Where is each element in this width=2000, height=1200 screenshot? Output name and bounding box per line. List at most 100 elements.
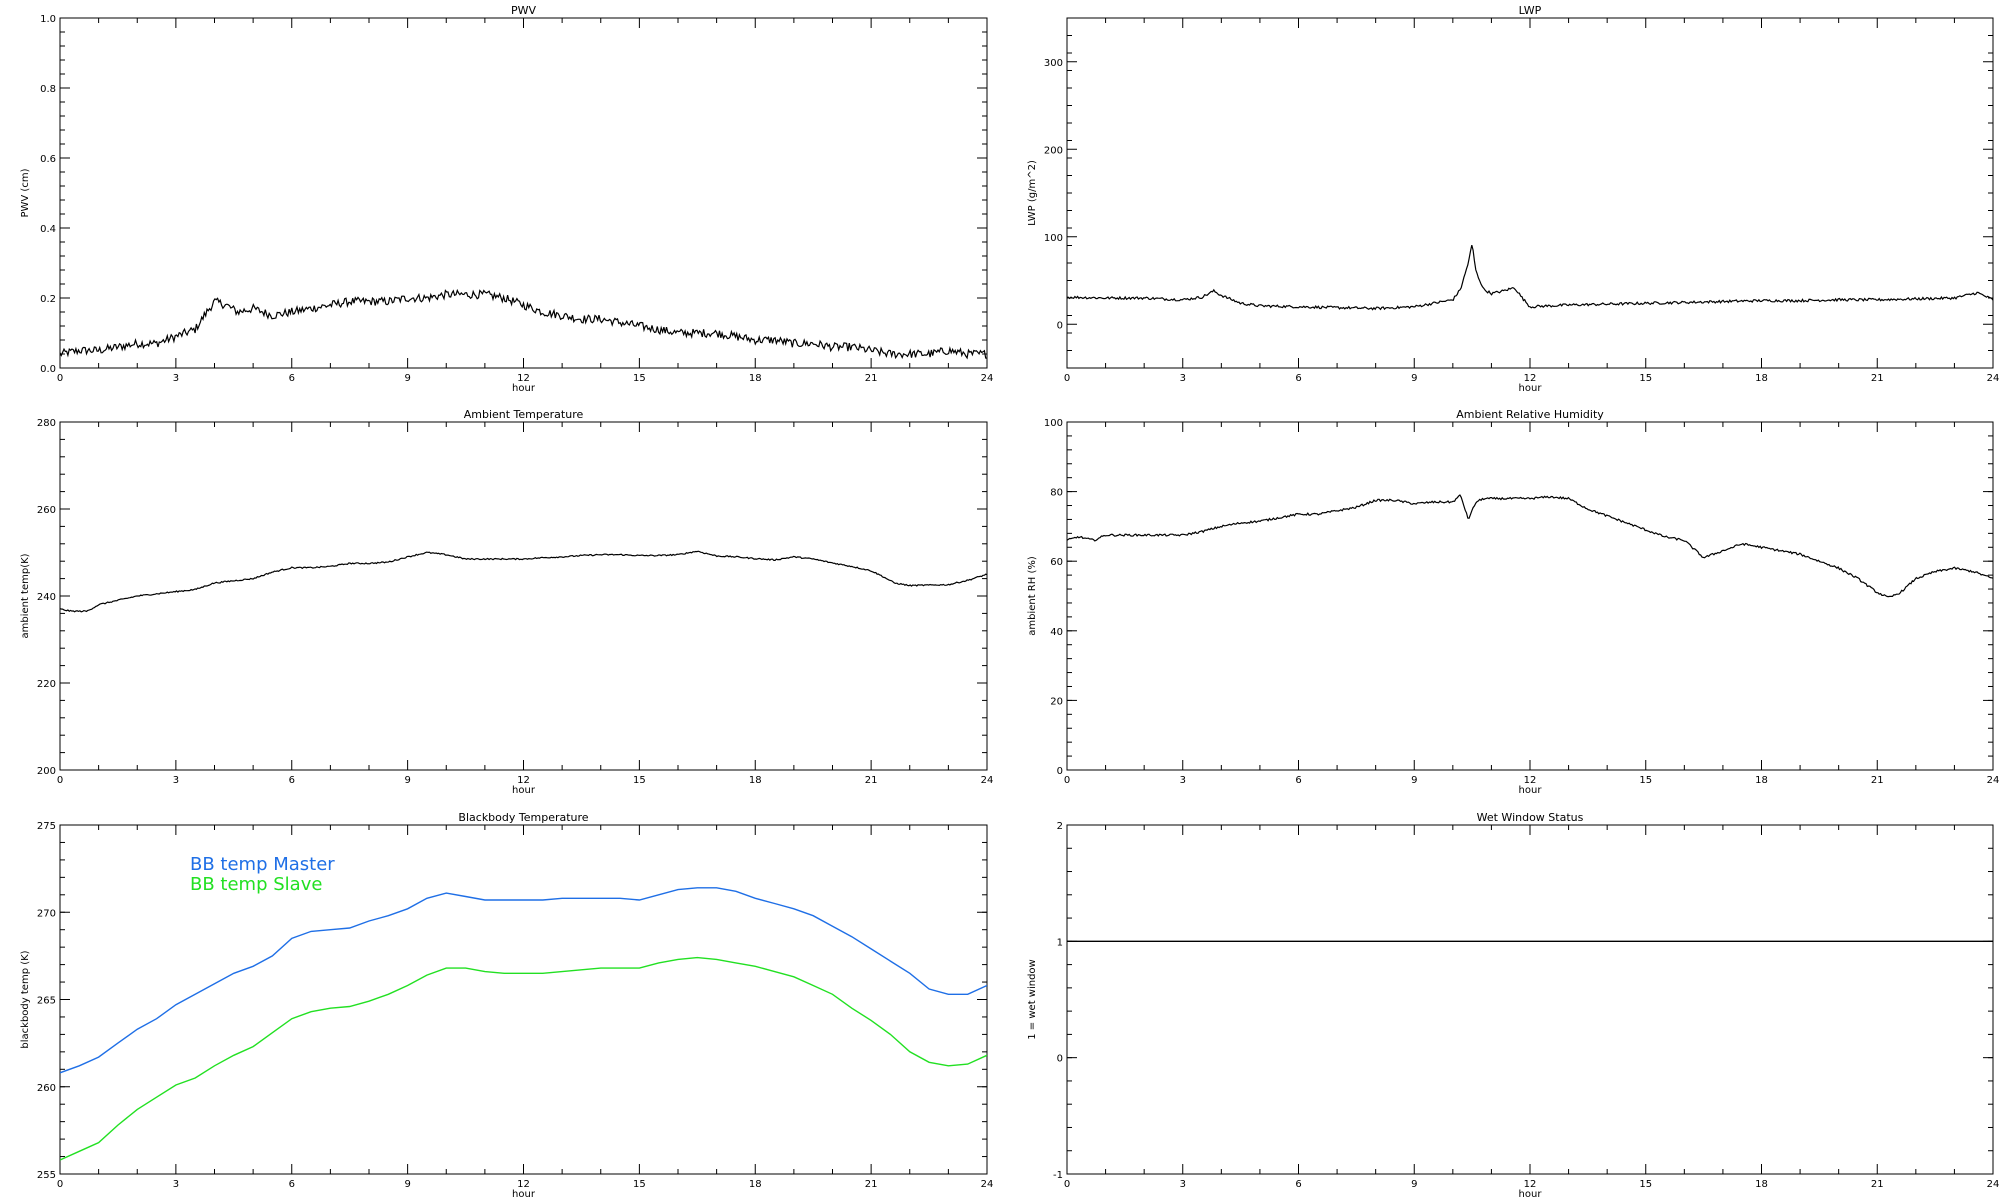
- x-tick-label: 12: [517, 1179, 530, 1190]
- x-tick-label: 12: [517, 373, 530, 384]
- y-tick-label: 0.6: [40, 154, 56, 165]
- x-axis-label: hour: [512, 1189, 536, 1200]
- y-axis-label: ambient RH (%): [1027, 556, 1038, 636]
- y-tick-label: 40: [1050, 627, 1063, 638]
- plot-frame: [1066, 824, 1994, 1175]
- y-tick-label: 0.8: [40, 84, 56, 95]
- x-tick-label: 15: [1639, 1179, 1652, 1190]
- y-tick-label: 2: [1057, 821, 1063, 832]
- x-tick-label: 9: [404, 373, 410, 384]
- x-tick-label: 9: [404, 1179, 410, 1190]
- x-axis-label: hour: [1519, 383, 1543, 394]
- plot-frame: [59, 17, 988, 369]
- x-tick-label: 0: [57, 775, 63, 786]
- x-tick-label: 21: [1871, 775, 1884, 786]
- panel-1: PWV 0 3 6 9 12 15 18 21 24 hour 0.0 0.2 0.4 0.6 0.8 1.0 P…: [20, 4, 993, 394]
- x-axis-label: hour: [512, 785, 536, 796]
- y-tick-label: 0: [1057, 320, 1063, 331]
- chart-title: Wet Window Status: [1477, 811, 1584, 824]
- x-tick-label: 12: [517, 775, 530, 786]
- plot-frame: [1066, 17, 1994, 369]
- y-tick-label: 275: [37, 821, 56, 832]
- y-tick-label: 260: [37, 505, 56, 516]
- y-tick-label: 280: [37, 418, 56, 429]
- y-tick-label: 0.4: [40, 224, 56, 235]
- legend-entry: BB temp Slave: [190, 874, 322, 895]
- panel-4: Ambient Relative Humidity 0 3 6 9 12 15 18 21 24 h…: [1027, 408, 1999, 796]
- x-tick-label: 6: [1295, 1179, 1301, 1190]
- panel-5: Blackbody Temperature 0 3 6 9 12 15 18 21 24 hour 2…: [20, 811, 993, 1200]
- x-tick-label: 6: [1295, 775, 1301, 786]
- y-tick-label: 300: [1044, 58, 1063, 69]
- x-tick-label: 21: [865, 1179, 878, 1190]
- x-tick-label: 12: [1524, 373, 1537, 384]
- x-tick-label: 3: [173, 775, 179, 786]
- x-tick-label: 0: [57, 373, 63, 384]
- x-tick-label: 15: [633, 373, 646, 384]
- y-tick-label: 80: [1050, 488, 1063, 499]
- y-tick-label: 100: [1044, 418, 1063, 429]
- legend-entry: BB temp Master: [190, 854, 335, 875]
- x-tick-label: 9: [1411, 373, 1417, 384]
- chart-title: Ambient Temperature: [464, 408, 584, 421]
- x-tick-label: 24: [1987, 373, 2000, 384]
- x-tick-label: 21: [865, 775, 878, 786]
- x-tick-label: 3: [1180, 1179, 1186, 1190]
- y-tick-label: 1: [1057, 937, 1063, 948]
- x-tick-label: 9: [1411, 775, 1417, 786]
- x-tick-label: 15: [1639, 775, 1652, 786]
- x-tick-label: 12: [1524, 1179, 1537, 1190]
- y-tick-label: 255: [37, 1170, 56, 1181]
- series-line-1: [1067, 494, 1993, 598]
- panel-2: LWP 0 3 6 9 12 15 18 21 24 hour 0 100 200 300 LWP (g/m^…: [1027, 4, 1999, 394]
- y-tick-label: 240: [37, 592, 56, 603]
- x-tick-label: 24: [981, 775, 994, 786]
- y-tick-label: 20: [1050, 696, 1063, 707]
- x-tick-label: 24: [1987, 1179, 2000, 1190]
- y-tick-label: 200: [37, 766, 56, 777]
- panel-3: Ambient Temperature 0 3 6 9 12 15 18 21 24 hour 200…: [20, 408, 993, 796]
- y-tick-label: 100: [1044, 233, 1063, 244]
- y-tick-label: 0: [1057, 766, 1063, 777]
- x-tick-label: 0: [1064, 775, 1070, 786]
- plot-frame: [1066, 421, 1994, 771]
- x-tick-label: 3: [1180, 775, 1186, 786]
- x-tick-label: 3: [1180, 373, 1186, 384]
- x-tick-label: 6: [289, 1179, 295, 1190]
- y-tick-label: 200: [1044, 145, 1063, 156]
- y-axis-label: PWV (cm): [20, 168, 31, 217]
- y-axis-label: blackbody temp (K): [20, 950, 31, 1048]
- y-tick-label: 0.0: [40, 364, 56, 375]
- x-tick-label: 0: [1064, 373, 1070, 384]
- y-axis-label: LWP (g/m^2): [1027, 160, 1038, 226]
- x-tick-label: 24: [981, 1179, 994, 1190]
- x-tick-label: 18: [749, 373, 762, 384]
- x-tick-label: 18: [1755, 1179, 1768, 1190]
- x-axis-label: hour: [1519, 1189, 1543, 1200]
- plot-frame: [59, 421, 988, 771]
- y-tick-label: 60: [1050, 557, 1063, 568]
- x-tick-label: 0: [57, 1179, 63, 1190]
- x-tick-label: 9: [404, 775, 410, 786]
- x-tick-label: 18: [749, 1179, 762, 1190]
- y-tick-label: 260: [37, 1083, 56, 1094]
- chart-title: Ambient Relative Humidity: [1456, 408, 1604, 421]
- chart-title: PWV: [511, 4, 537, 17]
- x-tick-label: 6: [289, 373, 295, 384]
- x-tick-label: 12: [1524, 775, 1537, 786]
- y-tick-label: -1: [1053, 1170, 1063, 1181]
- x-tick-label: 15: [633, 775, 646, 786]
- chart-title: Blackbody Temperature: [458, 811, 588, 824]
- x-tick-label: 6: [1295, 373, 1301, 384]
- x-axis-label: hour: [1519, 785, 1543, 796]
- y-axis-label: 1 = wet window: [1027, 959, 1038, 1039]
- y-tick-label: 0.2: [40, 294, 56, 305]
- y-tick-label: 265: [37, 996, 56, 1007]
- x-tick-label: 3: [173, 1179, 179, 1190]
- x-tick-label: 9: [1411, 1179, 1417, 1190]
- x-axis-label: hour: [512, 383, 536, 394]
- x-tick-label: 6: [289, 775, 295, 786]
- y-tick-label: 0: [1057, 1054, 1063, 1065]
